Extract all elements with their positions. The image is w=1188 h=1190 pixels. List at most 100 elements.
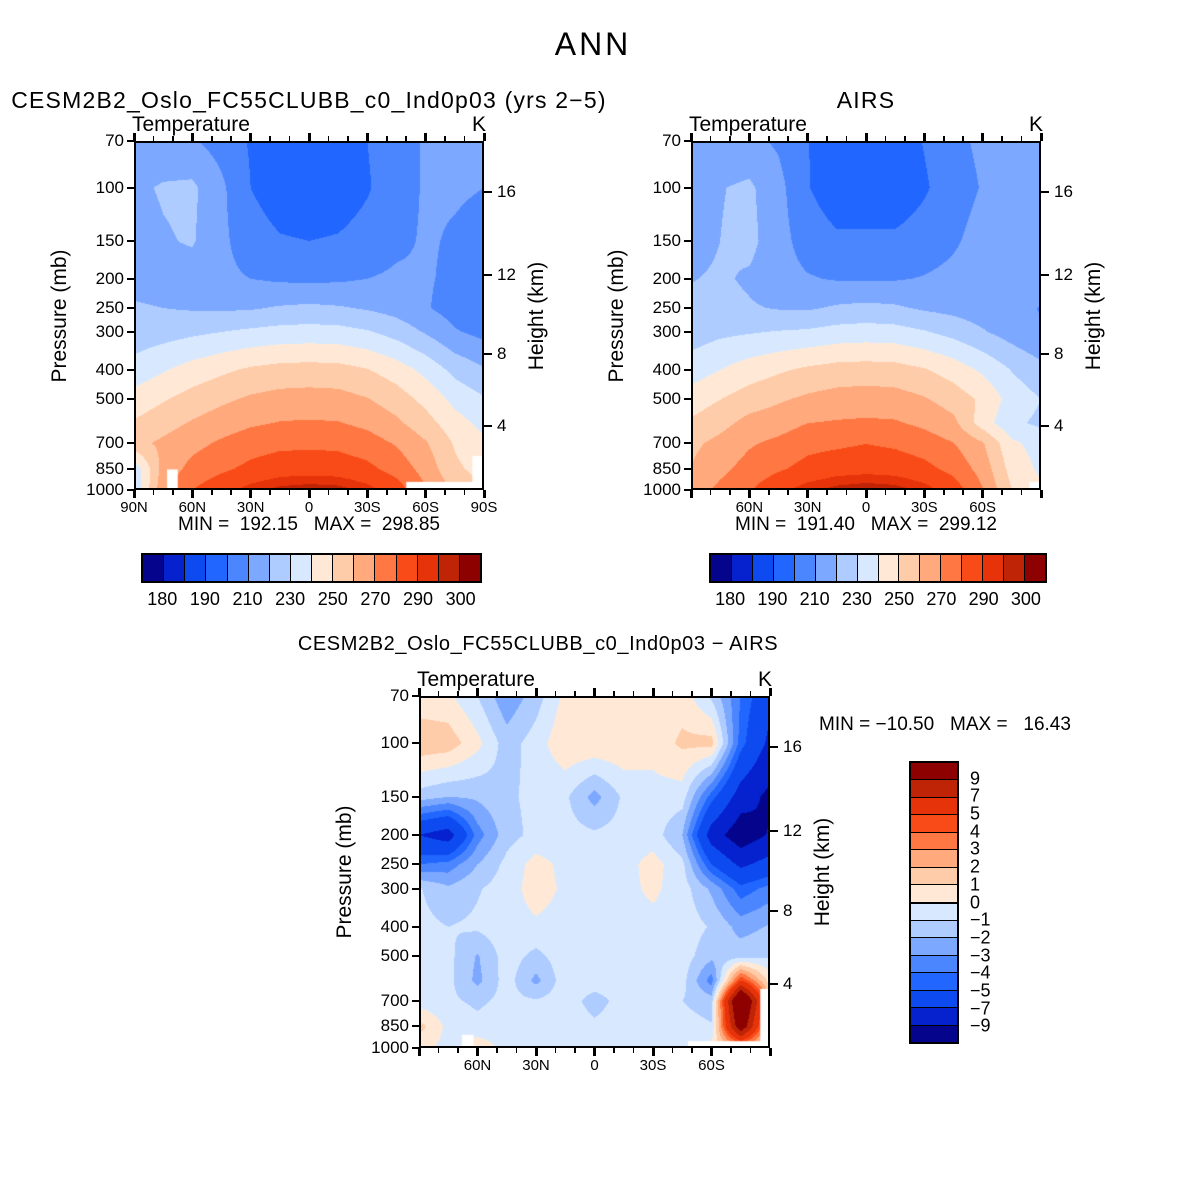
pressure-tick-label: 500: [380, 946, 409, 966]
airs-contour-canvas: [691, 141, 1041, 490]
lat-minor-tick: [327, 490, 330, 495]
lat-minor-tick: [211, 490, 213, 495]
colorbar-cell: [983, 555, 1005, 581]
pressure-tick-label: 250: [95, 298, 124, 318]
colorbar-tick-label: 2: [970, 856, 981, 877]
lat-minor-tick: [1001, 136, 1003, 141]
pressure-tick-label: 850: [95, 458, 124, 478]
lat-minor-tick: [730, 1048, 732, 1053]
colorbar-cell: [375, 555, 397, 581]
units-label: K: [1028, 113, 1043, 136]
lat-major-tick: [1039, 133, 1043, 141]
lat-tick-label: 30N: [522, 1057, 550, 1074]
colorbar-cell: [911, 938, 957, 956]
height-tick-label: 12: [1054, 264, 1073, 284]
pressure-tick-label: 70: [390, 686, 409, 705]
colorbar-tick-label: 3: [970, 838, 981, 859]
height-tick-label: 12: [497, 264, 516, 284]
lat-major-tick: [482, 490, 486, 498]
figure-title: ANN: [554, 26, 632, 62]
lat-major-tick: [417, 688, 421, 696]
colorbar-cell: [962, 555, 984, 581]
lat-minor-tick: [230, 136, 232, 141]
colorbar-cell: [794, 555, 816, 581]
colorbar-tick-label: 270: [926, 589, 957, 609]
colorbar-cell: [911, 903, 957, 921]
lat-minor-tick: [574, 1048, 576, 1053]
lat-tick-label: 30S: [639, 1057, 667, 1074]
lat-major-tick: [190, 133, 194, 141]
pressure-tick: [127, 467, 134, 470]
lat-minor-tick: [671, 1048, 674, 1053]
lat-tick-label: 30N: [236, 499, 265, 516]
height-tick-label: 12: [783, 820, 802, 840]
colorbar-tick-label: −9: [970, 1015, 991, 1036]
lat-minor-tick: [554, 691, 557, 696]
lat-minor-tick: [826, 136, 828, 141]
colorbar-cell: [459, 555, 480, 581]
colorbar-cell: [227, 555, 249, 581]
lat-minor-tick: [230, 490, 232, 495]
colorbar-cell: [911, 780, 957, 798]
colorbar-tick-label: 7: [970, 785, 981, 806]
difference-panel: CESM2B2_Oslo_FC55CLUBB_c0_Ind0p03 − AIRS…: [298, 633, 1071, 1074]
lat-major-tick: [534, 1048, 538, 1056]
pressure-tick: [127, 307, 134, 310]
lat-minor-tick: [962, 490, 964, 495]
lat-major-tick: [476, 1048, 479, 1056]
colorbar-cell: [185, 555, 207, 581]
pressure-tick-label: 100: [380, 733, 409, 753]
pressure-tick-label: 400: [380, 916, 409, 936]
lat-major-tick: [651, 1048, 655, 1056]
lat-major-tick: [768, 688, 772, 696]
lat-major-tick: [534, 688, 538, 696]
pressure-tick-label: 1000: [643, 480, 681, 499]
colorbar-cell: [1025, 555, 1045, 581]
lat-minor-tick: [943, 136, 945, 141]
colorbar-cell: [911, 885, 957, 904]
colorbar-cell: [354, 555, 376, 581]
pressure-tick: [127, 140, 134, 142]
colorbar-tick-label: 290: [403, 589, 434, 609]
lat-tick-label: 60S: [969, 499, 997, 516]
pressure-tick-label: 150: [95, 231, 124, 251]
pressure-tick-label: 500: [652, 389, 681, 409]
lat-tick-label: 0: [861, 499, 871, 516]
difference-colorbar: [909, 761, 959, 1044]
lat-tick-label: 60N: [735, 499, 764, 516]
lat-minor-tick: [457, 691, 459, 696]
lat-minor-tick: [962, 136, 964, 141]
lat-minor-tick: [691, 691, 693, 696]
pressure-axis-label: Pressure (mb): [605, 248, 628, 383]
pressure-tick-label: 70: [105, 131, 124, 150]
colorbar-tick-label: 250: [317, 589, 348, 609]
pressure-tick-label: 200: [380, 824, 409, 844]
height-axis-label: Height (km): [811, 817, 834, 927]
colorbar-cell: [911, 973, 957, 991]
pressure-tick: [684, 489, 691, 491]
lat-major-tick: [307, 490, 311, 498]
height-tick: [770, 982, 778, 985]
pressure-tick: [684, 186, 691, 189]
colorbar-tick-label: −5: [970, 980, 991, 1001]
pressure-tick: [412, 955, 419, 958]
colorbar-cell: [143, 555, 165, 581]
colorbar-tick-label: 180: [147, 589, 178, 609]
difference-contour-canvas: [419, 696, 770, 1048]
lat-minor-tick: [347, 490, 349, 495]
height-tick: [484, 190, 492, 193]
lat-minor-tick: [884, 136, 887, 141]
pressure-tick: [684, 442, 691, 445]
height-tick-label: 8: [1054, 344, 1064, 364]
pressure-tick: [684, 240, 691, 243]
colorbar-tick-label: 1: [970, 874, 981, 895]
colorbar-tick-label: 270: [360, 589, 391, 609]
pressure-tick-label: 100: [652, 177, 681, 197]
pressure-tick: [412, 695, 419, 697]
pressure-axis-label: Pressure (mb): [48, 248, 71, 383]
lat-minor-tick: [943, 490, 945, 495]
pressure-tick-label: 1000: [86, 480, 124, 499]
lat-tick-label: 60S: [412, 499, 440, 516]
lat-minor-tick: [437, 1048, 440, 1053]
colorbar-tick-label: −2: [970, 927, 991, 948]
